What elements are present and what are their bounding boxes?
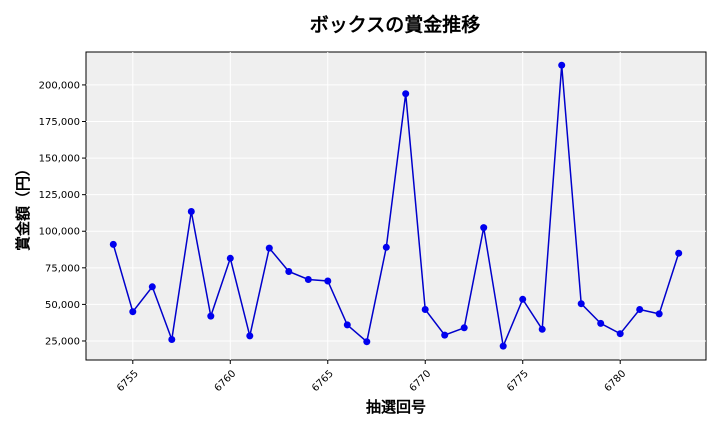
data-point [304,276,312,283]
plot-area [85,51,707,361]
data-point [519,295,527,303]
y-tick-label: 75,000 [45,263,80,274]
y-tick-label: 175,000 [39,117,80,128]
x-tick-label: 6760 [213,368,239,394]
x-axis-ticks: 6755 6760 6765 6770 6775 6780 [115,360,628,394]
data-point [460,324,468,332]
data-point [207,312,215,320]
data-point [597,319,605,327]
data-point [109,240,117,248]
data-point [324,277,332,285]
data-point [382,243,390,251]
data-point [636,306,644,313]
x-axis-label: 抽選回号 [366,398,426,416]
data-point [246,332,254,340]
grid [86,52,706,360]
y-axis-label: 賞金額（円） [14,161,32,251]
x-tick-label: 6775 [505,368,531,394]
data-point [402,90,410,98]
data-point [285,268,293,275]
x-tick-label: 6755 [115,368,141,394]
data-point [343,321,351,329]
data-point [129,308,137,316]
data-point [499,342,507,350]
y-tick-label: 200,000 [39,80,80,91]
y-tick-label: 25,000 [45,336,80,347]
chart-title: ボックスの賞金推移 [310,13,480,36]
data-point [187,208,195,215]
y-tick-label: 125,000 [39,190,80,201]
y-tick-label: 50,000 [45,300,80,311]
data-point [441,331,449,339]
data-point [480,224,488,232]
data-point [577,300,585,308]
data-point [265,244,273,252]
series-line [112,65,680,349]
data-point [148,283,156,291]
data-point [363,338,371,346]
data-point [421,306,429,313]
x-tick-label: 6770 [408,368,434,394]
data-points [109,61,683,350]
y-axis-ticks: 25,000 50,000 75,000 100,000 125,000 150,000 1… [39,80,86,347]
data-point [226,254,234,262]
data-point [558,61,566,69]
x-tick-label: 6780 [603,368,629,394]
y-tick-label: 150,000 [39,154,80,165]
data-point [655,310,663,318]
data-point [168,336,176,343]
data-point [616,330,624,338]
y-tick-label: 100,000 [39,227,80,238]
data-point [538,325,546,333]
x-tick-label: 6765 [310,368,336,394]
data-point [675,249,683,257]
